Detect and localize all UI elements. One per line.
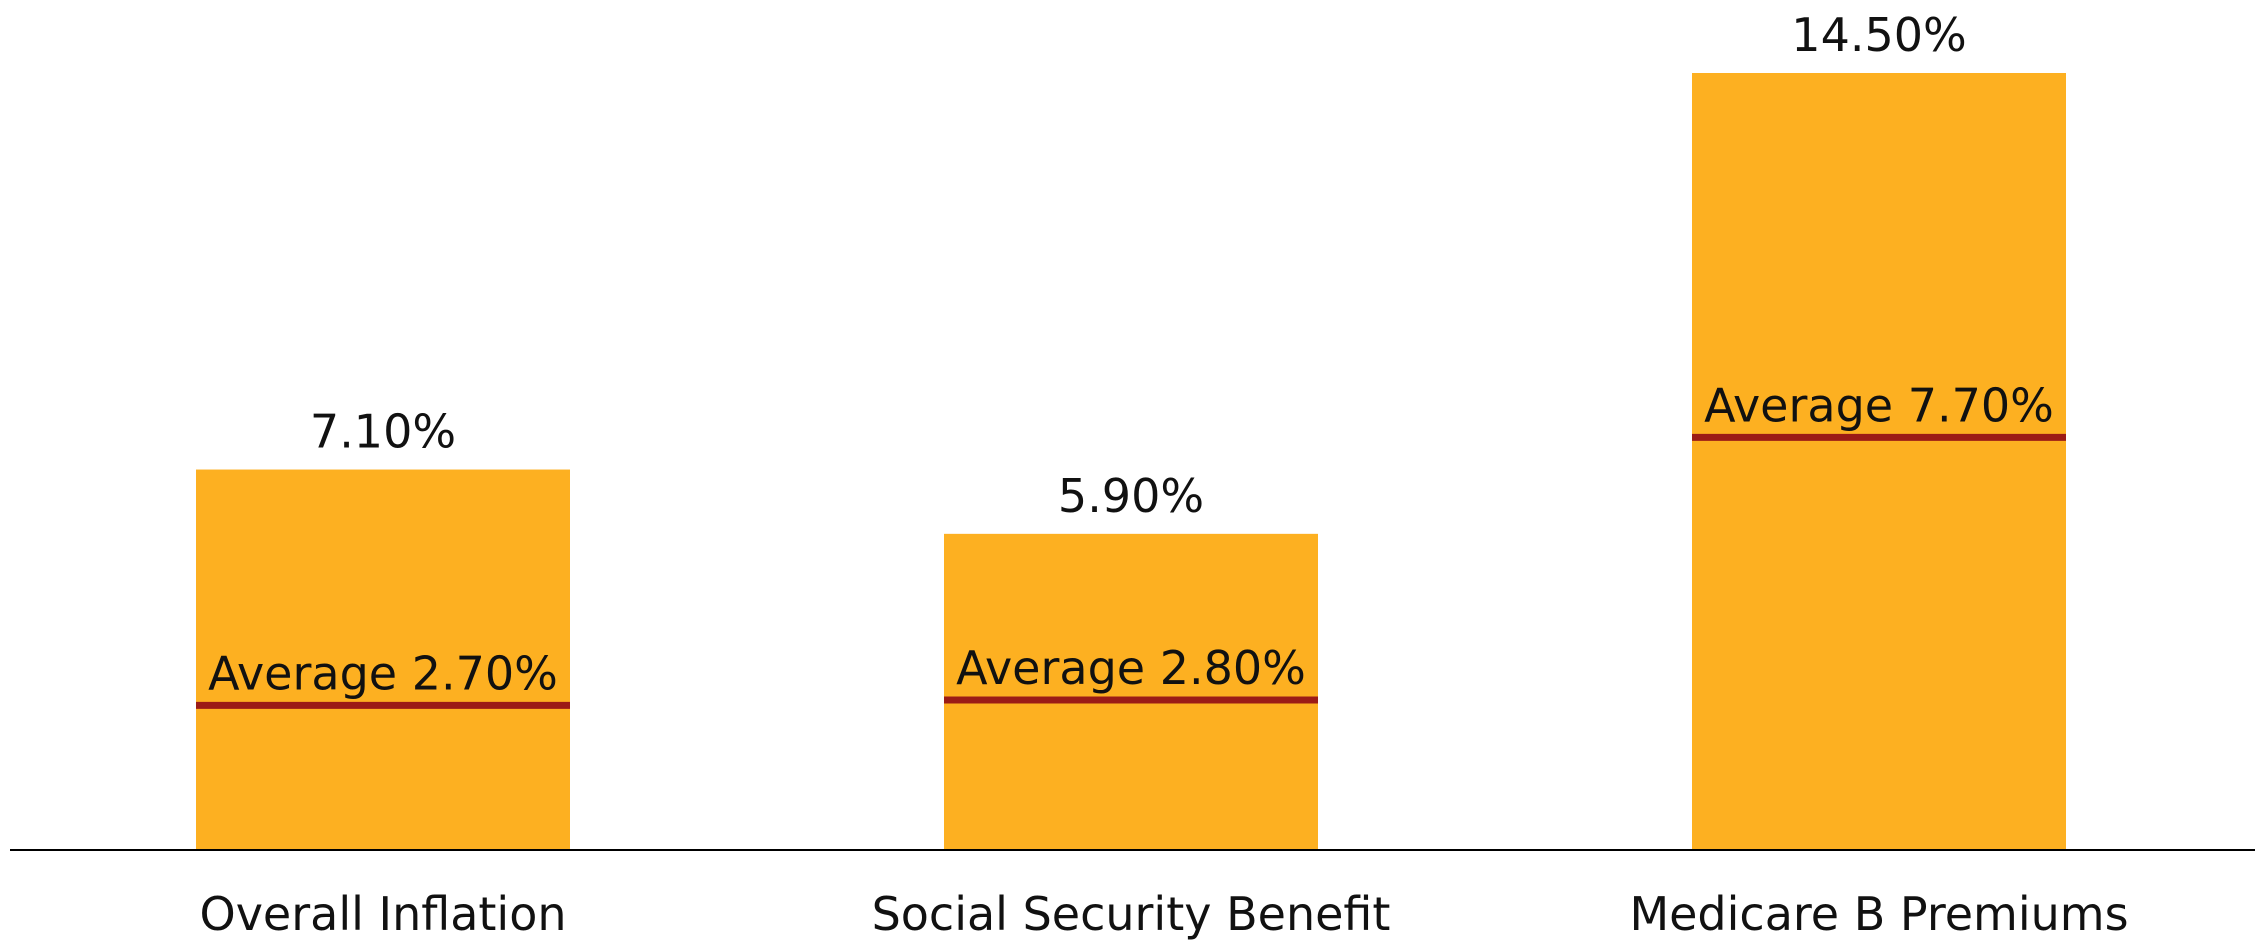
value-label-0: 7.10% [310,405,456,459]
bars-layer [196,73,2066,850]
category-label-0: Overall Inflation [199,887,566,941]
average-label-2: Average 7.70% [1704,378,2054,432]
value-label-2: 14.50% [1791,8,1966,62]
labels-layer: Average 2.70% 7.10% Overall Inflation Avera… [199,8,2128,941]
bar-2 [1692,73,2066,850]
value-label-1: 5.90% [1058,469,1204,523]
bar-1 [944,533,1318,850]
average-label-0: Average 2.70% [208,646,558,700]
category-label-1: Social Security Benefit [872,887,1391,941]
average-label-1: Average 2.80% [956,641,1306,695]
bar-0 [196,469,570,850]
category-label-2: Medicare B Premiums [1629,887,2128,941]
average-lines-layer [196,433,2066,709]
